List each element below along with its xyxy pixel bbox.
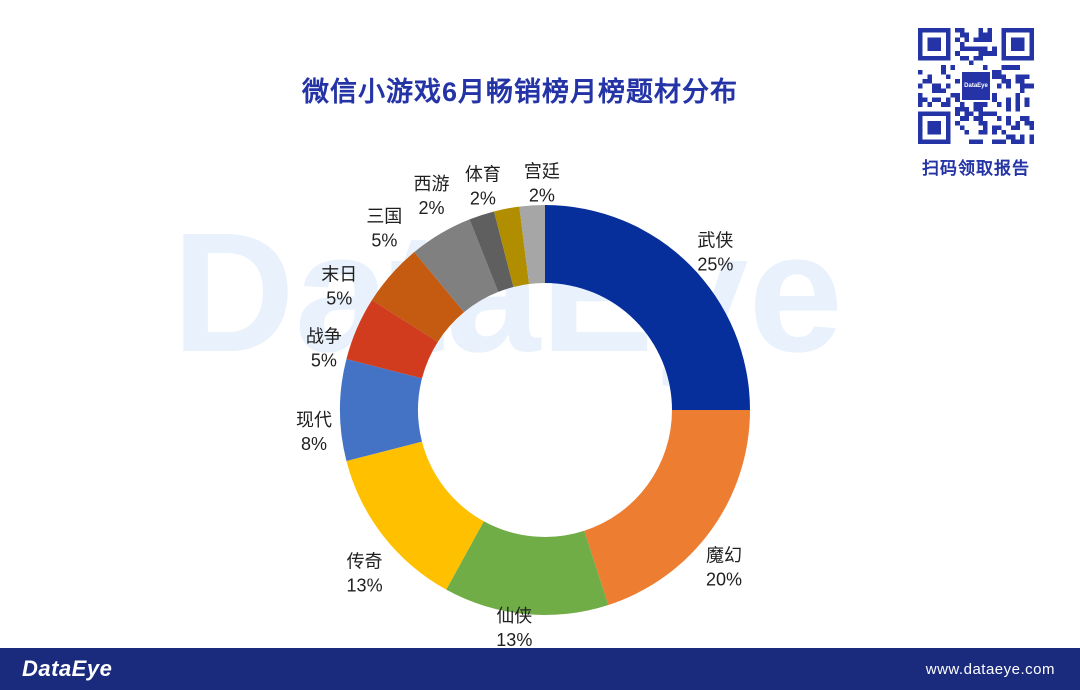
pie-slice-9 — [469, 211, 514, 292]
pie-slice-5 — [340, 359, 422, 461]
slice-label: 体育 2% — [465, 164, 501, 208]
slice-label: 战争 5% — [306, 326, 342, 370]
pie-slice-10 — [494, 206, 530, 287]
footer-website: www.dataeye.com — [925, 660, 1055, 678]
pie-slice-8 — [414, 219, 499, 313]
slice-label: 宫廷 2% — [524, 161, 560, 205]
pie-slice-2 — [584, 410, 750, 605]
slice-label: 末日 5% — [321, 265, 357, 309]
qr-code: DataEye — [918, 28, 1034, 144]
qr-block: DataEye 扫码领取报告 — [916, 28, 1036, 179]
pie-slice-3 — [446, 521, 609, 616]
slice-label: 现代 8% — [296, 410, 332, 454]
slice-label: 魔幻 20% — [706, 546, 742, 590]
slice-label: 西游 2% — [414, 174, 450, 218]
pie-slice-6 — [346, 300, 438, 379]
qr-caption: 扫码领取报告 — [922, 159, 1030, 178]
slice-label: 仙侠 13% — [496, 606, 532, 650]
slice-label: 三国 5% — [366, 207, 402, 251]
footer-logo: DataEye — [22, 656, 113, 681]
page-title: 微信小游戏6月畅销榜月榜题材分布 — [301, 77, 738, 107]
pie-slice-11 — [519, 205, 545, 285]
pie-slice-7 — [371, 252, 465, 342]
qr-center-logo: DataEye — [960, 70, 992, 102]
pie-slice-1 — [545, 205, 750, 410]
pie-slice-4 — [346, 441, 484, 590]
slice-label: 武侠 25% — [697, 231, 733, 275]
slice-label: 传奇 13% — [347, 552, 383, 596]
footer: DataEye www.dataeye.com — [0, 648, 1080, 690]
